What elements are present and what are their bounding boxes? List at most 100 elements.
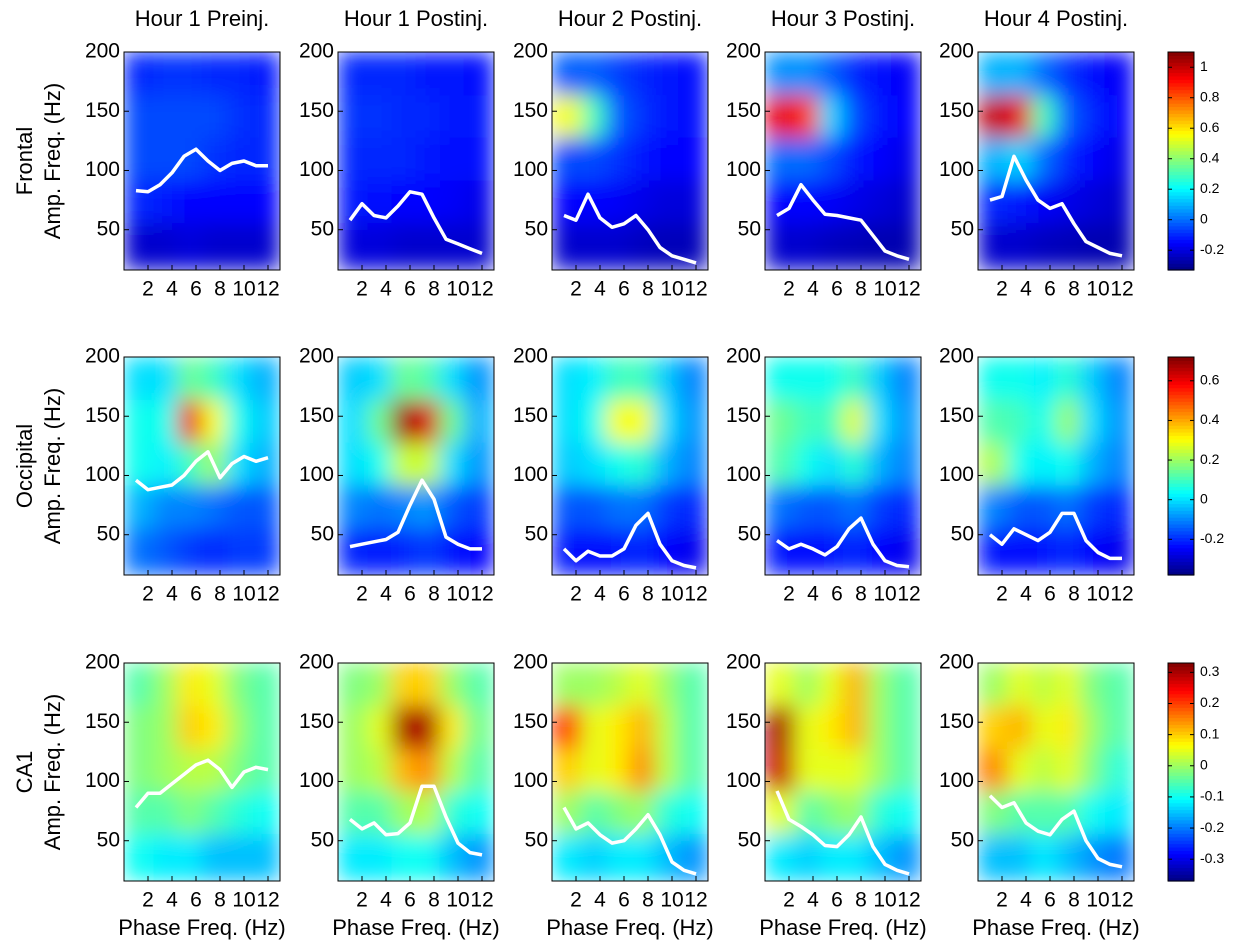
y-tick-label: 150 (513, 710, 548, 733)
x-tick-label: 10 (873, 889, 896, 912)
heatmap-cell (338, 357, 369, 401)
heatmap-cell (1031, 94, 1057, 138)
colorbar-step (1168, 520, 1194, 525)
colorbar-step (1168, 225, 1194, 230)
heatmap-cell (249, 357, 280, 401)
y-tick-label: 200 (939, 651, 974, 674)
heatmap-cell (391, 52, 417, 96)
x-tick-label: 10 (873, 583, 896, 606)
heatmap-cell (391, 705, 417, 749)
heatmap-cell (890, 222, 921, 270)
heatmap-cell (677, 484, 708, 529)
colorbar-step (1168, 717, 1194, 722)
line (562, 806, 697, 876)
colorbar-step (1168, 863, 1194, 868)
x-tick-label: 10 (660, 278, 683, 301)
heatmap-cell (225, 52, 251, 96)
heatmap-cell (463, 833, 494, 881)
colorbar-step (1168, 239, 1194, 244)
y-tick-label: 50 (525, 828, 548, 851)
colorbar-step (1168, 58, 1194, 63)
heatmap-cell (842, 222, 868, 270)
colorbar-frame (1167, 51, 1195, 271)
heatmap-cell (463, 357, 494, 401)
heatmap-cell (794, 705, 820, 749)
heatmap-cell (1031, 399, 1057, 443)
colorbar-step (1168, 734, 1194, 739)
heatmap-cell (367, 441, 393, 486)
heatmap-cell (794, 484, 820, 529)
heatmap-cell (1055, 399, 1081, 443)
heatmap-cell (249, 399, 280, 443)
x-tick-label: 8 (1068, 278, 1080, 301)
heatmap-cell (1007, 441, 1033, 486)
line (134, 450, 269, 492)
column-title: Hour 3 Postinj. (771, 6, 915, 31)
colorbar-step (1168, 448, 1194, 453)
heatmap-cell (818, 357, 844, 401)
colorbar-step (1168, 754, 1194, 759)
y-tick-label: 150 (85, 710, 120, 733)
y-tick-label: 100 (939, 769, 974, 792)
colorbar-step (1168, 489, 1194, 494)
y-tick-label: 100 (513, 158, 548, 181)
axes-frame (551, 356, 709, 576)
x-tick-label: 4 (1020, 583, 1032, 606)
x-axis-label: Phase Freq. (Hz) (972, 915, 1140, 940)
heatmap-cell (463, 663, 494, 707)
colorbar-step (1168, 683, 1194, 688)
colorbar-step (1168, 466, 1194, 471)
y-tick-label: 50 (525, 522, 548, 545)
colorbar-step (1168, 123, 1194, 128)
heatmap-cell (866, 663, 892, 707)
y-axis-label: Amp. Freq. (Hz) (40, 388, 65, 544)
colorbar-step (1168, 765, 1194, 770)
heatmap-cell (765, 705, 796, 749)
heatmap-cell (463, 484, 494, 529)
heatmap-cell (415, 747, 441, 792)
heatmap-cell (581, 222, 607, 270)
x-tick-label: 2 (142, 278, 154, 301)
x-tick-label: 12 (897, 889, 920, 912)
y-tick-label: 50 (97, 522, 120, 545)
heatmap-cells (765, 357, 921, 575)
colorbar: -0.2 0 0.2 0.4 0.6 0.8 1 (1167, 51, 1224, 271)
x-tick-label: 10 (232, 278, 255, 301)
y-tick-label: 100 (939, 158, 974, 181)
heatmap-cell (605, 663, 631, 707)
colorbar-step (1168, 161, 1194, 166)
colorbar-step (1168, 741, 1194, 746)
heatmap-cell (581, 399, 607, 443)
x-tick-label: 2 (996, 278, 1008, 301)
heatmap-cell (367, 705, 393, 749)
colorbar-step (1168, 174, 1194, 179)
heatmap-cell (629, 833, 655, 881)
colorbar-step (1168, 503, 1194, 508)
heatmap-cell (338, 705, 369, 749)
heatmap-cell (581, 441, 607, 486)
x-axis-label: Phase Freq. (Hz) (546, 915, 714, 940)
x-tick-label: 6 (618, 583, 630, 606)
y-tick-label: 50 (311, 522, 334, 545)
heatmap-cell (249, 441, 280, 486)
heatmap-cell (153, 441, 179, 486)
x-tick-label: 4 (807, 278, 819, 301)
colorbar-step (1168, 840, 1194, 845)
colorbar-step (1168, 809, 1194, 814)
colorbar-step (1168, 171, 1194, 176)
colorbar-step (1168, 431, 1194, 436)
heatmap-cell (653, 136, 679, 181)
heatmap-cell (1031, 790, 1057, 835)
heatmap-cell (124, 222, 155, 270)
heatmap-cell (818, 94, 844, 138)
colorbar-step (1168, 242, 1194, 247)
colorbar-tick-label: 0.8 (1200, 88, 1220, 104)
y-tick-label: 200 (939, 345, 974, 368)
heatmap-cell (1103, 52, 1134, 96)
x-tick-label: 6 (1044, 583, 1056, 606)
heatmap-cell (1103, 833, 1134, 881)
heatmap-cell (1103, 790, 1134, 835)
heatmap-cell (1103, 484, 1134, 529)
colorbar-step (1168, 86, 1194, 91)
heatmap-cell (1079, 94, 1105, 138)
